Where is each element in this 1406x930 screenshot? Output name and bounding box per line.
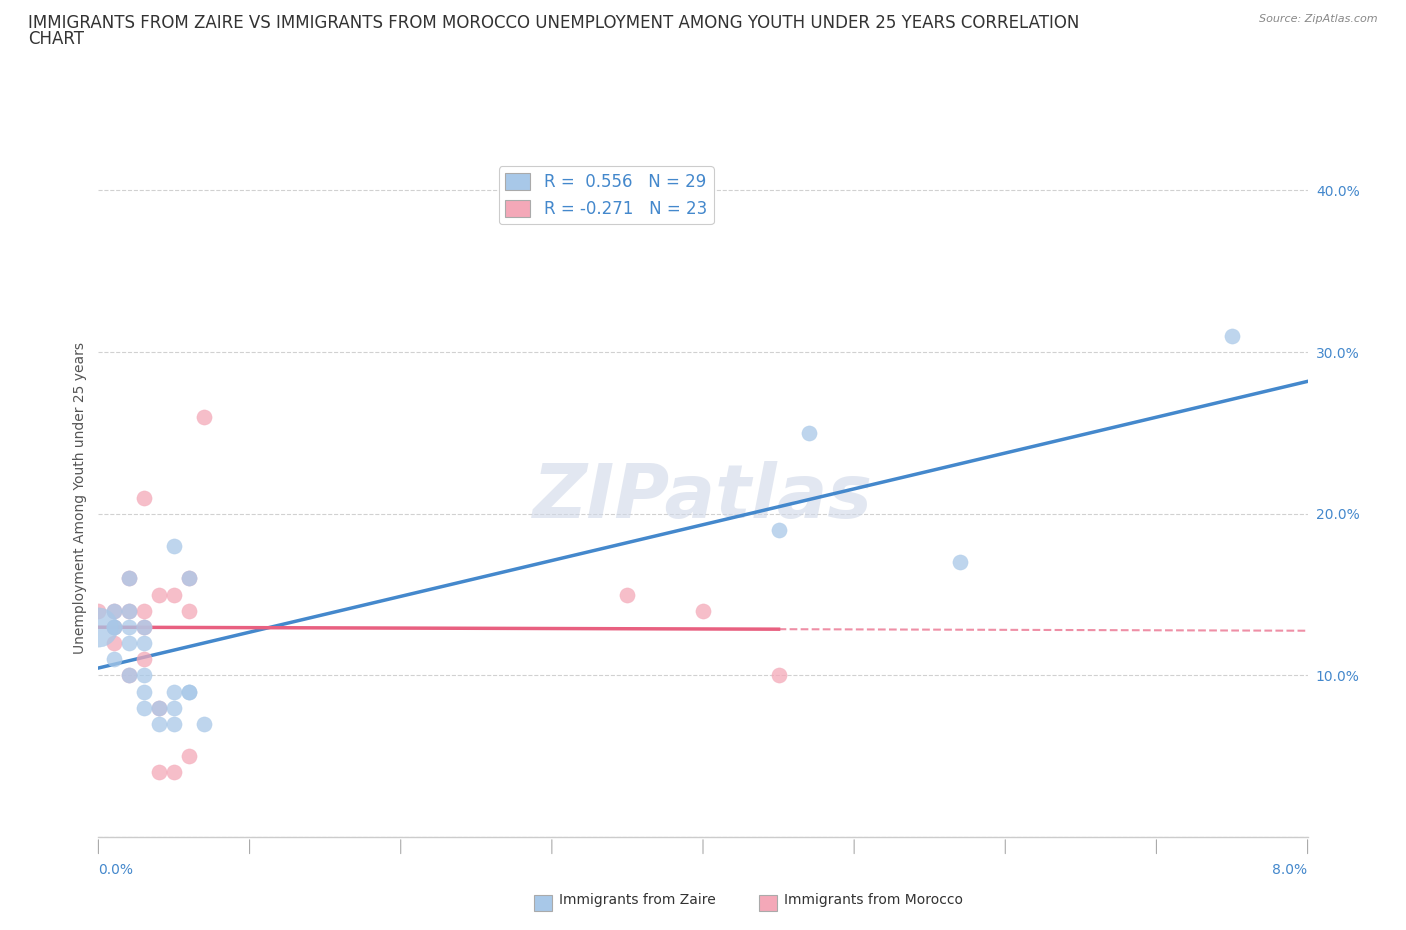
- Point: [768, 668, 790, 683]
- Point: [87, 619, 110, 634]
- Point: [103, 619, 125, 634]
- Point: [103, 652, 125, 667]
- Point: [118, 619, 141, 634]
- Point: [148, 700, 170, 715]
- Point: [163, 716, 186, 731]
- Point: [179, 571, 201, 586]
- Point: [103, 604, 125, 618]
- Text: CHART: CHART: [28, 30, 84, 47]
- Point: [949, 555, 972, 570]
- Legend: R =  0.556   N = 29, R = -0.271   N = 23: R = 0.556 N = 29, R = -0.271 N = 23: [499, 166, 714, 224]
- Text: IMMIGRANTS FROM ZAIRE VS IMMIGRANTS FROM MOROCCO UNEMPLOYMENT AMONG YOUTH UNDER : IMMIGRANTS FROM ZAIRE VS IMMIGRANTS FROM…: [28, 14, 1080, 32]
- Text: Immigrants from Zaire: Immigrants from Zaire: [560, 893, 716, 908]
- Point: [132, 652, 155, 667]
- Point: [132, 490, 155, 505]
- Point: [179, 571, 201, 586]
- Point: [118, 668, 141, 683]
- Point: [179, 684, 201, 699]
- Point: [103, 635, 125, 650]
- Text: Source: ZipAtlas.com: Source: ZipAtlas.com: [1260, 14, 1378, 24]
- Point: [118, 571, 141, 586]
- Point: [692, 604, 714, 618]
- Point: [193, 409, 215, 424]
- Text: ZIPatlas: ZIPatlas: [533, 461, 873, 534]
- Point: [148, 716, 170, 731]
- Y-axis label: Unemployment Among Youth under 25 years: Unemployment Among Youth under 25 years: [73, 341, 87, 654]
- Point: [103, 619, 125, 634]
- Point: [118, 668, 141, 683]
- Point: [148, 700, 170, 715]
- Point: [163, 587, 186, 602]
- Point: [132, 619, 155, 634]
- Point: [132, 684, 155, 699]
- Point: [132, 619, 155, 634]
- Point: [118, 604, 141, 618]
- Point: [179, 604, 201, 618]
- Point: [163, 684, 186, 699]
- Point: [118, 571, 141, 586]
- Point: [103, 604, 125, 618]
- Point: [163, 538, 186, 553]
- Point: [1220, 328, 1243, 343]
- Point: [118, 635, 141, 650]
- Point: [768, 523, 790, 538]
- Point: [87, 604, 110, 618]
- Point: [193, 716, 215, 731]
- Point: [132, 635, 155, 650]
- Point: [179, 749, 201, 764]
- Text: Immigrants from Morocco: Immigrants from Morocco: [785, 893, 963, 908]
- Point: [163, 764, 186, 779]
- Point: [797, 425, 820, 440]
- Point: [148, 587, 170, 602]
- Text: 8.0%: 8.0%: [1272, 862, 1308, 877]
- Point: [616, 587, 638, 602]
- Point: [179, 684, 201, 699]
- Text: 0.0%: 0.0%: [98, 862, 134, 877]
- Point: [132, 700, 155, 715]
- Point: [132, 604, 155, 618]
- Point: [163, 700, 186, 715]
- Point: [132, 668, 155, 683]
- Point: [103, 619, 125, 634]
- Point: [148, 764, 170, 779]
- Point: [118, 604, 141, 618]
